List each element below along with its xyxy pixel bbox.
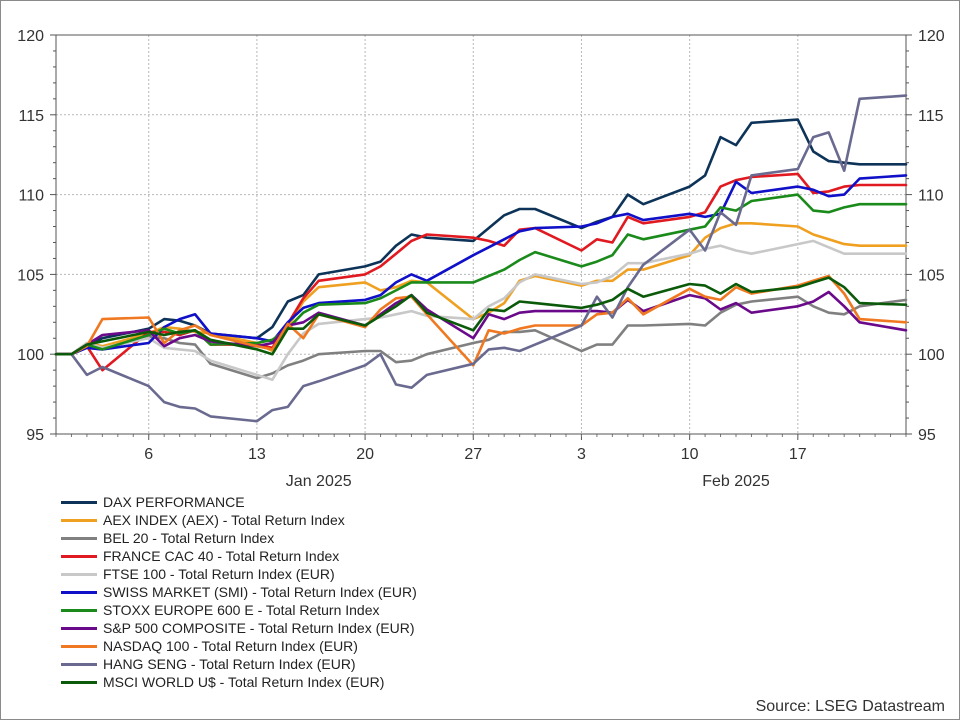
series-line-5 [54, 174, 908, 356]
line-chart: 95 95 100 100 105 105 110 110 115 115 120 120 6 13 20 2… [17, 28, 945, 490]
legend-label: FRANCE CAC 40 - Total Return Index [103, 548, 340, 564]
series-line-2 [54, 295, 908, 380]
series-line-7 [54, 290, 908, 356]
legend-swatch [61, 555, 97, 558]
y-tick-label-left: 105 [17, 267, 44, 284]
y-tick-label-left: 110 [18, 188, 44, 205]
legend-label: HANG SENG - Total Return Index (EUR) [103, 656, 356, 672]
x-tick-label: 3 [577, 446, 586, 463]
legend-swatch [61, 663, 97, 666]
legend-swatch [61, 645, 97, 648]
y-tick-label-right: 100 [918, 347, 945, 364]
series-line-8 [54, 274, 908, 367]
y-tick-label-right: 110 [918, 188, 944, 205]
y-tick-label-left: 95 [26, 427, 44, 444]
y-tick-label-left: 100 [17, 347, 44, 364]
legend-label: STOXX EUROPE 600 E - Total Return Index [103, 602, 380, 618]
legend-swatch [61, 573, 97, 576]
x-tick-label: 6 [144, 446, 153, 463]
y-tick-label-right: 95 [918, 427, 936, 444]
x-month-label: Jan 2025 [286, 473, 352, 490]
legend-label: FTSE 100 - Total Return Index (EUR) [103, 566, 335, 582]
legend-swatch [61, 681, 97, 684]
legend-label: MSCI WORLD U$ - Total Return Index (EUR) [103, 674, 385, 690]
legend-swatch [61, 537, 97, 540]
legend-label: DAX PERFORMANCE [103, 494, 245, 510]
y-tick-label-right: 120 [918, 28, 945, 45]
series-line-4 [54, 239, 908, 382]
x-tick-label: 13 [248, 446, 266, 463]
legend-swatch [61, 627, 97, 630]
x-tick-label: 17 [789, 446, 807, 463]
y-tick-label-right: 115 [918, 108, 944, 125]
legend-label: SWISS MARKET (SMI) - Total Return Index … [103, 584, 417, 600]
x-tick-label: 10 [681, 446, 699, 463]
legend-swatch [61, 519, 97, 522]
y-tick-label-left: 115 [18, 108, 44, 125]
legend-swatch [61, 609, 97, 612]
axes: 95 95 100 100 105 105 110 110 115 115 120 120 6 13 20 2… [17, 28, 945, 490]
x-tick-label: 27 [464, 446, 482, 463]
series-line-9 [54, 94, 908, 423]
legend-label: NASDAQ 100 - Total Return Index (EUR) [103, 638, 358, 654]
source-note: Source: LSEG Datastream [755, 698, 945, 715]
legend-swatch [61, 591, 97, 594]
legend-swatch [61, 501, 97, 504]
series-line-0 [54, 118, 908, 356]
legend-label: BEL 20 - Total Return Index [103, 530, 275, 546]
legend-label: S&P 500 COMPOSITE - Total Return Index (… [103, 620, 415, 636]
x-tick-label: 20 [356, 446, 374, 463]
y-tick-label-right: 105 [918, 267, 945, 284]
x-month-label: Feb 2025 [702, 473, 770, 490]
legend-label: AEX INDEX (AEX) - Total Return Index [103, 512, 345, 528]
series-line-10 [54, 276, 908, 356]
plot-area-border [55, 34, 907, 435]
y-tick-label-left: 120 [17, 28, 44, 45]
series-lines [54, 94, 908, 423]
